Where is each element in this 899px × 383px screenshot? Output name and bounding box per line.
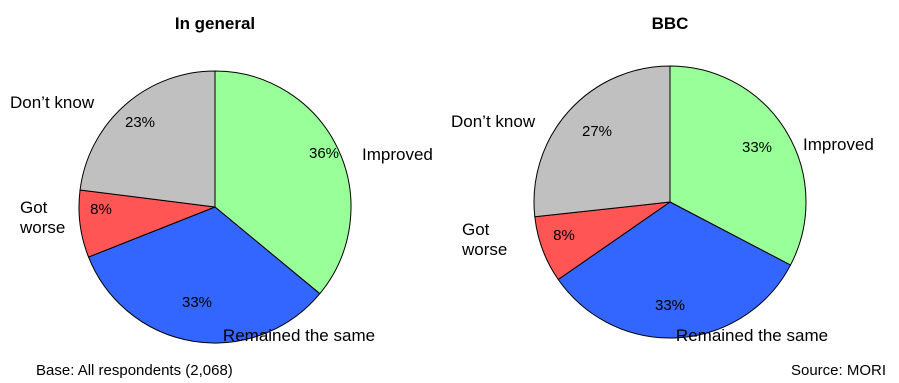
slice-improved bbox=[669, 65, 807, 266]
chart-title: BBC bbox=[652, 14, 689, 33]
value-label-got-worse: 8% bbox=[90, 201, 112, 218]
category-label-got-worse: Got worse bbox=[19, 198, 65, 237]
slice-dont-know bbox=[79, 70, 216, 208]
category-label-remained-the-same: Remained the same bbox=[676, 326, 828, 345]
category-label-dont-know: Don’t know bbox=[451, 112, 536, 131]
category-label-remained-the-same: Remained the same bbox=[223, 326, 375, 345]
category-label-dont-know: Don’t know bbox=[10, 93, 95, 112]
category-label-improved: Improved bbox=[362, 145, 433, 164]
value-label-improved: 33% bbox=[742, 139, 772, 156]
value-label-dont-know: 27% bbox=[582, 123, 612, 140]
pie-chart-in-general: In general 36% 33% 8% 23% Improved Remained th… bbox=[10, 14, 433, 345]
value-label-remained-the-same: 33% bbox=[655, 297, 685, 314]
value-label-improved: 36% bbox=[309, 145, 339, 162]
base-note: Base: All respondents (2,068) bbox=[36, 362, 233, 379]
category-label-got-worse: Got worse bbox=[461, 220, 507, 259]
value-label-remained-the-same: 33% bbox=[182, 294, 212, 311]
value-label-dont-know: 23% bbox=[125, 114, 155, 131]
source-note: Source: MORI bbox=[790, 362, 886, 379]
value-label-got-worse: 8% bbox=[553, 227, 575, 244]
slice-dont-know bbox=[533, 65, 671, 218]
slice-remained-the-same bbox=[557, 201, 791, 339]
slice-remained-the-same bbox=[88, 206, 321, 344]
slice-improved bbox=[214, 70, 352, 295]
chart-title: In general bbox=[175, 14, 255, 33]
category-label-improved: Improved bbox=[803, 135, 874, 154]
pie-chart-bbc: BBC 33% 33% 8% 27% Improved Remained the same G… bbox=[451, 14, 874, 345]
